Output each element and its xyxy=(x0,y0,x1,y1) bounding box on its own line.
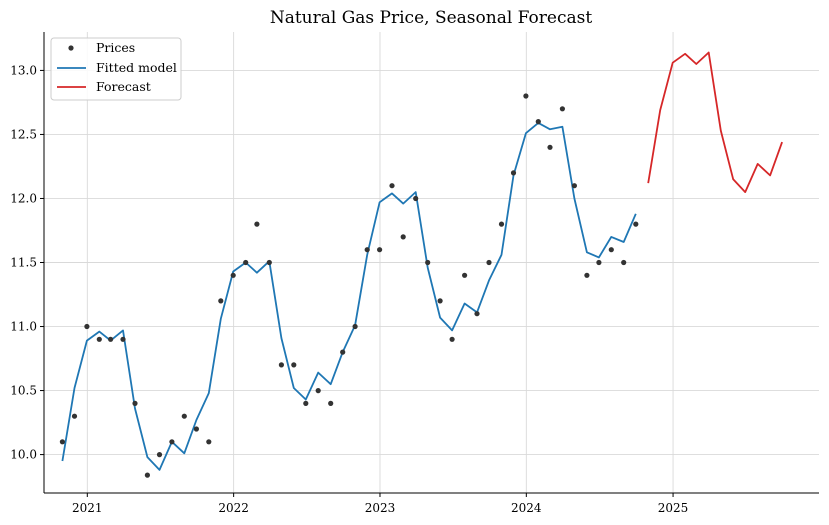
data-point-prices xyxy=(291,362,297,368)
data-point-prices xyxy=(559,106,566,112)
data-point-prices xyxy=(59,439,65,445)
data-point-prices xyxy=(71,413,78,419)
data-point-prices xyxy=(352,323,358,330)
data-point-prices xyxy=(156,452,163,458)
grid-lines xyxy=(44,32,819,493)
x-tick-label: 2023 xyxy=(365,501,396,515)
data-point-prices xyxy=(584,272,590,278)
legend-box xyxy=(50,37,182,101)
x-tick-label: 2021 xyxy=(72,501,103,515)
data-point-prices xyxy=(389,183,395,189)
data-point-prices xyxy=(523,93,529,99)
data-point-prices xyxy=(230,272,236,278)
data-point-prices xyxy=(621,259,627,266)
data-point-prices xyxy=(218,298,224,304)
data-point-prices xyxy=(120,336,126,342)
x-tick-label: 2022 xyxy=(218,501,249,515)
data-point-prices xyxy=(547,144,553,150)
tick-labels: 10.0 10.5 11.0 11.5 12.0 12.5 13.0 2021 2022 2023… xyxy=(10,63,688,515)
y-tick-label: 11.5 xyxy=(10,256,37,270)
data-point-prices xyxy=(108,336,114,342)
data-point-prices xyxy=(96,336,102,342)
y-tick-label: 11.0 xyxy=(10,320,37,334)
data-point-prices xyxy=(413,195,419,202)
data-point-prices xyxy=(169,439,175,445)
data-point-prices xyxy=(243,259,249,266)
data-point-prices xyxy=(486,259,492,266)
data-point-prices xyxy=(608,247,614,253)
y-tick-label: 12.0 xyxy=(10,191,37,205)
data-point-prices xyxy=(474,311,480,317)
legend-marker-prices xyxy=(68,45,74,51)
data-point-prices xyxy=(510,170,517,176)
series-line-fitted-model xyxy=(61,122,637,471)
legend: Prices Fitted model Forecast xyxy=(50,37,182,101)
chart-title: Natural Gas Price, Seasonal Forecast xyxy=(270,8,593,28)
series xyxy=(59,51,783,478)
data-point-prices xyxy=(377,247,383,253)
data-point-prices xyxy=(462,272,468,278)
data-point-prices xyxy=(315,388,321,394)
data-point-prices xyxy=(437,298,443,304)
data-point-prices xyxy=(266,259,272,266)
legend-label-forecast: Forecast xyxy=(96,79,151,94)
data-point-prices xyxy=(132,400,138,406)
data-point-prices xyxy=(303,400,309,406)
data-point-prices xyxy=(400,234,406,240)
data-point-prices xyxy=(278,362,284,368)
series-line-forecast xyxy=(647,51,783,194)
data-point-prices xyxy=(498,221,505,227)
data-point-prices xyxy=(535,119,541,125)
y-tick-label: 10.5 xyxy=(10,384,37,398)
y-tick-label: 13.0 xyxy=(10,63,37,77)
data-point-prices xyxy=(596,259,602,266)
data-point-prices xyxy=(449,336,455,342)
x-tick-label: 2025 xyxy=(658,501,689,515)
data-point-prices xyxy=(254,221,260,227)
y-tick-label: 10.0 xyxy=(10,448,37,462)
data-point-prices xyxy=(193,426,199,432)
legend-label-prices: Prices xyxy=(96,40,135,55)
data-point-prices xyxy=(181,413,187,419)
data-point-prices xyxy=(206,439,212,445)
data-point-prices xyxy=(425,259,431,266)
x-tick-label: 2024 xyxy=(511,501,542,515)
data-point-prices xyxy=(144,472,150,478)
data-point-prices xyxy=(633,221,639,227)
y-tick-label: 12.5 xyxy=(10,127,37,141)
data-point-prices xyxy=(84,323,90,330)
legend-label-fitted: Fitted model xyxy=(96,60,177,75)
data-point-prices xyxy=(571,183,578,189)
data-point-prices xyxy=(328,400,334,406)
data-point-prices xyxy=(340,349,346,355)
data-point-prices xyxy=(364,247,370,253)
